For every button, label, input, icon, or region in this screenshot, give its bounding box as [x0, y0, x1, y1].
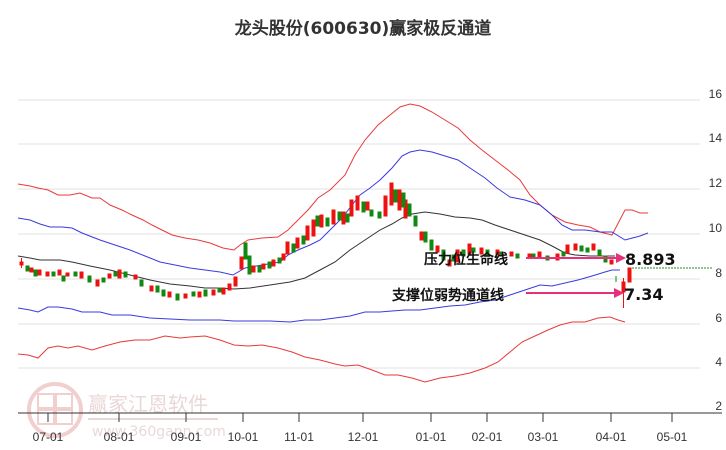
inner-upper-band — [17, 149, 649, 276]
x-tick: 11-01 — [284, 430, 314, 444]
support-value: 7.34 — [624, 285, 663, 304]
y-tick-6: 6 — [715, 311, 722, 325]
support-annotation: 支撑位弱势通道线 7.34 — [391, 285, 663, 304]
pressure-annotation: 压力位生命线 8.893 — [424, 250, 676, 269]
y-tick-14: 14 — [709, 131, 723, 145]
watermark: 赢家江恩软件 www.360gann.com — [27, 382, 226, 440]
watermark-url: www.360gann.com — [92, 424, 226, 440]
y-tick-10: 10 — [709, 221, 723, 235]
x-tick: 12-01 — [348, 430, 379, 444]
inner-lower-band — [17, 269, 620, 323]
x-tick: 05-01 — [657, 430, 688, 444]
chart-title: 龙头股份(600630)赢家极反通道 — [234, 19, 492, 39]
price-candles — [19, 182, 632, 308]
x-axis: 07-01 08-01 09-01 10-01 11-01 12-01 01-0… — [18, 412, 722, 444]
x-tick: 02-01 — [472, 430, 503, 444]
y-axis: 16 14 12 10 8 6 4 2 — [709, 87, 723, 413]
outer-lower-band — [17, 316, 626, 383]
x-tick: 10-01 — [228, 430, 259, 444]
x-tick: 04-01 — [596, 430, 627, 444]
outer-upper-band — [17, 103, 648, 251]
middle-line — [17, 211, 615, 290]
x-tick: 07-01 — [33, 430, 64, 444]
y-tick-8: 8 — [715, 266, 722, 280]
y-tick-12: 12 — [709, 176, 723, 190]
y-tick-2: 2 — [715, 399, 722, 413]
watermark-name: 赢家江恩软件 — [88, 392, 208, 416]
support-label: 支撑位弱势通道线 — [391, 287, 504, 304]
gridlines — [18, 99, 700, 369]
pressure-label: 压力位生命线 — [424, 251, 508, 268]
x-tick: 01-01 — [416, 430, 447, 444]
x-tick: 08-01 — [104, 430, 135, 444]
y-tick-16: 16 — [709, 87, 723, 101]
y-tick-4: 4 — [715, 355, 722, 369]
x-tick: 03-01 — [528, 430, 559, 444]
x-tick: 09-01 — [171, 430, 202, 444]
pressure-value: 8.893 — [625, 250, 676, 269]
